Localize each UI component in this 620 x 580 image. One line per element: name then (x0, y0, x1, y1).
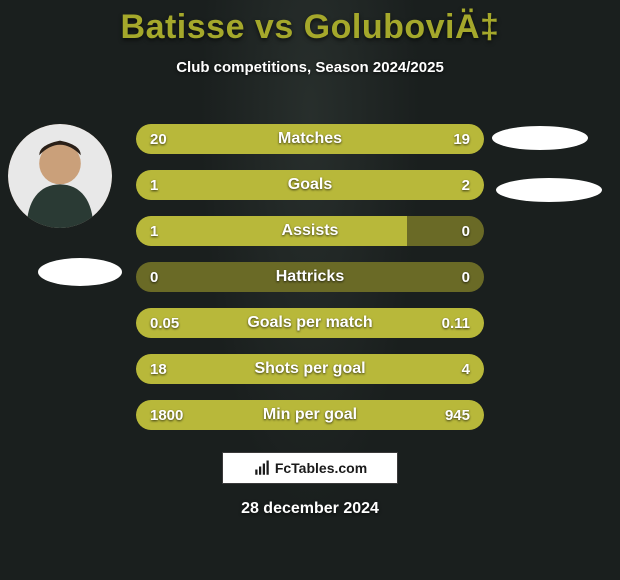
source-logo: FcTables.com (222, 452, 398, 484)
content: Batisse vs GoluboviÄ‡ Club competitions,… (0, 0, 620, 76)
source-logo-text: FcTables.com (275, 460, 367, 476)
stat-value-left: 0 (136, 262, 172, 292)
stat-row: 1800945Min per goal (136, 400, 484, 430)
stat-label: Hattricks (136, 262, 484, 292)
stat-row: 184Shots per goal (136, 354, 484, 384)
stat-row: 0.050.11Goals per match (136, 308, 484, 338)
stat-row: 12Goals (136, 170, 484, 200)
stat-row: 2019Matches (136, 124, 484, 154)
date-label: 28 december 2024 (0, 500, 620, 518)
stat-value-right: 0 (448, 262, 484, 292)
stat-value-left: 1 (136, 216, 172, 246)
chart-icon (253, 459, 271, 477)
stat-value-left: 18 (136, 354, 181, 384)
stat-value-right: 2 (448, 170, 484, 200)
stat-value-right: 0.11 (428, 308, 484, 338)
stat-value-right: 945 (431, 400, 484, 430)
stat-value-left: 0.05 (136, 308, 193, 338)
team-badge-left (38, 258, 122, 286)
page-title: Batisse vs GoluboviÄ‡ (0, 0, 620, 47)
team-badge-right-1 (492, 126, 588, 150)
stat-fill-left (136, 216, 407, 246)
stat-value-left: 20 (136, 124, 181, 154)
player-left-avatar (8, 124, 112, 228)
page-subtitle: Club competitions, Season 2024/2025 (0, 59, 620, 76)
stat-row: 10Assists (136, 216, 484, 246)
stat-value-right: 4 (448, 354, 484, 384)
stat-value-right: 0 (448, 216, 484, 246)
stat-value-right: 19 (439, 124, 484, 154)
person-icon (8, 124, 112, 228)
team-badge-right-2 (496, 178, 602, 202)
stat-row: 0 0Hattricks (136, 262, 484, 292)
comparison-chart: 2019Matches12Goals10Assists00Hattricks0.… (136, 124, 484, 446)
stat-value-left: 1 (136, 170, 172, 200)
stat-value-left: 1800 (136, 400, 197, 430)
